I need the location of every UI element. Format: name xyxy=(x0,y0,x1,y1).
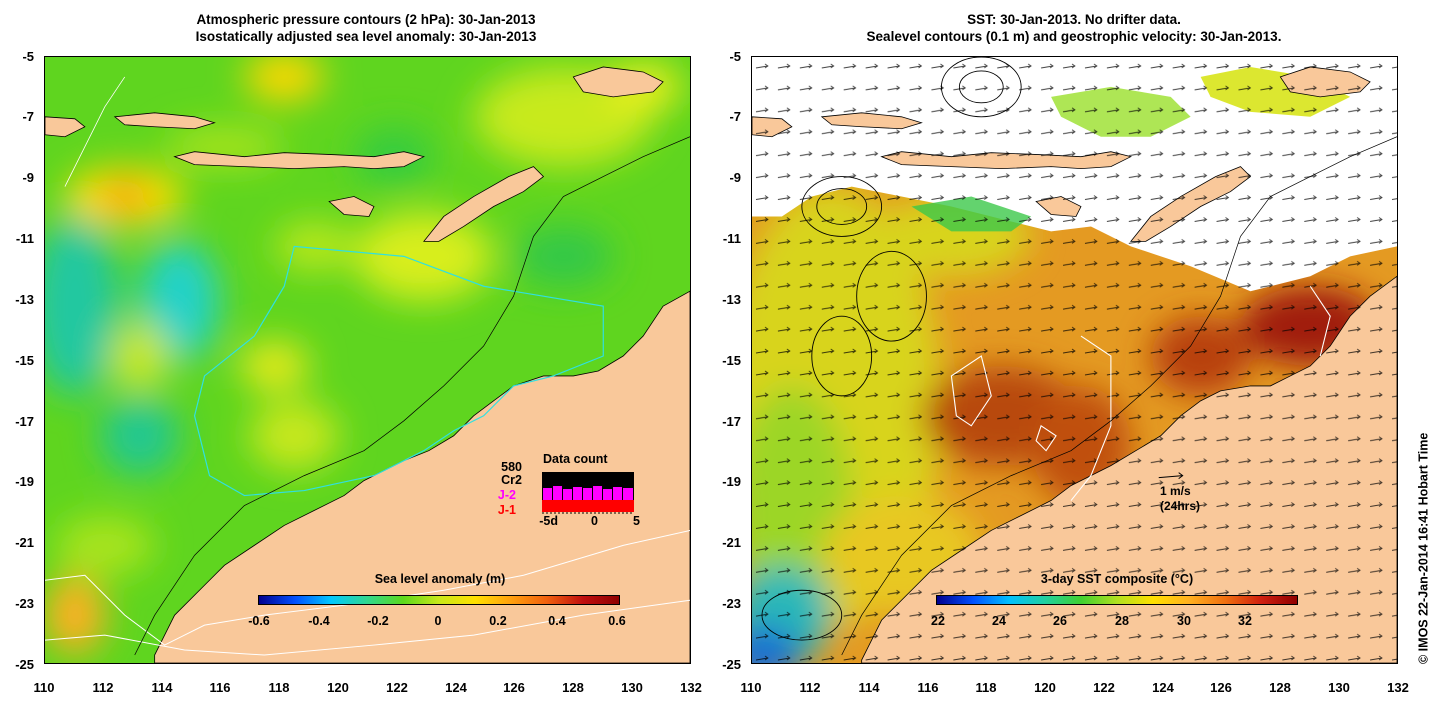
left-colorbar-tick: 0.2 xyxy=(489,614,507,628)
y-tick-label: -17 xyxy=(15,414,34,429)
velocity-scale-line2: (24hrs) xyxy=(1160,499,1201,513)
copyright-text: © IMOS 22-Jan-2014 16:41 Hobart Time xyxy=(1416,432,1430,664)
y-tick-label: -21 xyxy=(15,535,34,550)
y-tick-label: -23 xyxy=(722,596,741,611)
y-tick-label: -13 xyxy=(722,292,741,307)
x-tick-label: 130 xyxy=(621,680,643,695)
velocity-scale-line1: 1 m/s xyxy=(1160,484,1191,498)
left-map xyxy=(44,56,691,664)
y-tick-label: -7 xyxy=(22,109,34,124)
x-tick-label: 114 xyxy=(151,680,173,695)
x-tick-label: 120 xyxy=(1034,680,1056,695)
left-colorbar-tick: 0.6 xyxy=(608,614,626,628)
x-tick-label: 112 xyxy=(92,680,114,695)
x-tick-label: 116 xyxy=(917,680,939,695)
right-colorbar xyxy=(936,595,1298,605)
right-colorbar-label: 3-day SST composite (°C) xyxy=(1040,572,1194,586)
data-count-mission: J-2 xyxy=(497,488,516,502)
right-map xyxy=(751,56,1398,664)
y-tick-label: -9 xyxy=(22,170,34,185)
x-tick-label: 132 xyxy=(1387,680,1409,695)
x-tick-label: 116 xyxy=(209,680,231,695)
x-tick-label: 112 xyxy=(799,680,821,695)
x-tick-label: 126 xyxy=(503,680,525,695)
x-tick-label: 122 xyxy=(1093,680,1115,695)
left-colorbar-tick: -0.2 xyxy=(367,614,389,628)
x-tick-label: 122 xyxy=(386,680,408,695)
left-colorbar-tick: 0 xyxy=(434,614,442,628)
right-colorbar-tick: 30 xyxy=(1177,614,1191,628)
data-count-total: 580 xyxy=(501,460,522,474)
data-count-mission: Cr2 xyxy=(501,473,522,487)
y-tick-label: -21 xyxy=(722,535,741,550)
y-tick-label: -13 xyxy=(15,292,34,307)
right-colorbar-tick: 32 xyxy=(1238,614,1252,628)
left-title-line2: Isostatically adjusted sea level anomaly… xyxy=(195,29,537,44)
y-tick-label: -17 xyxy=(722,414,741,429)
y-tick-label: -19 xyxy=(15,474,34,489)
x-tick-label: 124 xyxy=(445,680,467,695)
right-title: SST: 30-Jan-2013. No drifter data. Seale… xyxy=(748,11,1400,45)
y-tick-label: -7 xyxy=(729,109,741,124)
x-tick-label: 110 xyxy=(33,680,55,695)
y-tick-label: -23 xyxy=(15,596,34,611)
left-colorbar-tick: -0.6 xyxy=(248,614,270,628)
data-count-mission: J-1 xyxy=(497,503,516,517)
data-count-axis-tick: 5 xyxy=(633,514,640,528)
data-count-chart xyxy=(542,472,634,514)
data-count-title: Data count xyxy=(543,452,608,466)
y-tick-label: -19 xyxy=(722,474,741,489)
right-colorbar-tick: 26 xyxy=(1053,614,1067,628)
data-count-axis-tick: -5d xyxy=(539,514,558,528)
y-tick-label: -5 xyxy=(729,49,741,64)
y-tick-label: -11 xyxy=(15,231,34,246)
y-tick-label: -11 xyxy=(722,231,741,246)
right-colorbar-tick: 22 xyxy=(931,614,945,628)
x-tick-label: 130 xyxy=(1328,680,1350,695)
left-colorbar-label: Sea level anomaly (m) xyxy=(374,572,506,586)
velocity-scale-label: 1 m/s (24hrs) xyxy=(1160,484,1200,514)
y-tick-label: -15 xyxy=(722,353,741,368)
x-tick-label: 128 xyxy=(562,680,584,695)
right-colorbar-tick: 24 xyxy=(992,614,1006,628)
right-title-line1: SST: 30-Jan-2013. No drifter data. xyxy=(967,12,1181,27)
left-title-line1: Atmospheric pressure contours (2 hPa): 3… xyxy=(196,12,536,27)
left-colorbar-tick: 0.4 xyxy=(548,614,566,628)
x-tick-label: 128 xyxy=(1269,680,1291,695)
y-tick-label: -9 xyxy=(729,170,741,185)
x-tick-label: 114 xyxy=(858,680,880,695)
right-title-line2: Sealevel contours (0.1 m) and geostrophi… xyxy=(866,29,1282,44)
left-title: Atmospheric pressure contours (2 hPa): 3… xyxy=(40,11,692,45)
data-count-axis-tick: 0 xyxy=(591,514,598,528)
x-tick-label: 118 xyxy=(975,680,997,695)
y-tick-label: -5 xyxy=(22,49,34,64)
x-tick-label: 120 xyxy=(327,680,349,695)
y-tick-label: -15 xyxy=(15,353,34,368)
y-tick-label: -25 xyxy=(15,657,34,672)
x-tick-label: 110 xyxy=(740,680,762,695)
x-tick-label: 126 xyxy=(1210,680,1232,695)
left-colorbar xyxy=(258,595,620,605)
x-tick-label: 132 xyxy=(680,680,702,695)
left-colorbar-tick: -0.4 xyxy=(308,614,330,628)
x-tick-label: 124 xyxy=(1152,680,1174,695)
y-tick-label: -25 xyxy=(722,657,741,672)
x-tick-label: 118 xyxy=(268,680,290,695)
right-colorbar-tick: 28 xyxy=(1115,614,1129,628)
velocity-scale-arrow xyxy=(1158,475,1183,479)
